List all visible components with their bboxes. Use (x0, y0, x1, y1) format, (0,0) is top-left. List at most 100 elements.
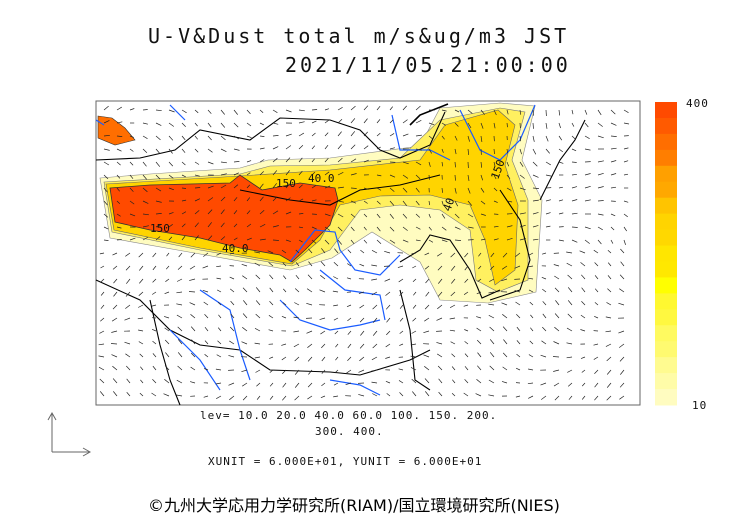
wind-arrow (454, 200, 459, 207)
wind-arrow (554, 275, 560, 280)
wind-arrow (376, 161, 382, 163)
wind-vectors (98, 105, 630, 401)
wind-arrow (515, 395, 521, 398)
wind-arrow (103, 174, 109, 180)
wind-arrow (623, 122, 630, 125)
wind-arrow (502, 252, 508, 258)
wind-arrow (125, 353, 131, 358)
wind-arrow (542, 326, 547, 332)
wind-arrow (477, 278, 482, 282)
wind-arrow (581, 369, 586, 373)
wind-arrow (259, 171, 264, 176)
wind-arrow (194, 148, 199, 153)
colorbar-band (655, 389, 677, 406)
wind-arrow (242, 395, 248, 401)
wind-arrow (437, 353, 443, 358)
wind-arrow (215, 368, 222, 371)
wind-arrow (126, 391, 131, 397)
wind-arrow (272, 109, 278, 113)
wind-arrow (194, 122, 198, 127)
wind-arrow (493, 238, 499, 241)
wind-arrow (259, 109, 264, 113)
wind-arrow (333, 395, 339, 398)
wind-arrow (424, 317, 430, 322)
wind-arrow (441, 161, 444, 167)
wind-arrow (98, 355, 105, 358)
wind-arrow (441, 200, 444, 206)
wind-arrow (528, 277, 534, 280)
wind-arrow (478, 252, 482, 257)
wind-arrow (567, 369, 573, 373)
wind-arrow (618, 302, 625, 306)
wind-arrow (129, 237, 136, 241)
wind-arrow (619, 274, 625, 280)
wind-arrow (100, 278, 105, 283)
wind-arrow (454, 161, 456, 168)
wind-arrow (571, 109, 574, 115)
wind-arrow (194, 210, 200, 215)
wind-arrow (191, 339, 196, 345)
wind-arrow (463, 392, 469, 397)
wind-arrow (571, 186, 578, 189)
wind-arrow (103, 213, 109, 218)
wind-arrow (125, 291, 131, 297)
wind-arrow (532, 174, 539, 178)
wind-arrow (202, 289, 209, 293)
wind-arrow (99, 391, 105, 397)
wind-arrow (489, 278, 495, 282)
wind-arrow (319, 289, 326, 293)
wind-arrow (467, 226, 474, 229)
wind-arrow (545, 161, 551, 166)
wind-arrow (515, 301, 521, 306)
wind-arrow (386, 393, 391, 397)
wind-arrow (554, 395, 560, 401)
wind-arrow (176, 303, 183, 306)
wind-arrow (112, 378, 118, 384)
wind-arrow (623, 239, 626, 246)
wind-arrow (597, 122, 603, 127)
wind-arrow (554, 313, 560, 319)
wind-arrow (142, 135, 148, 140)
wind-arrow (532, 109, 534, 116)
wind-arrow (254, 356, 261, 359)
wind-arrow (98, 366, 105, 371)
wind-arrow (190, 381, 196, 384)
wind-arrow (519, 224, 526, 228)
colorbar-band (655, 325, 677, 342)
wind-arrow (269, 287, 274, 293)
wind-arrow (282, 369, 287, 375)
wind-arrow (532, 187, 539, 189)
wind-arrow (334, 248, 339, 254)
colorbar-band (655, 277, 677, 294)
wind-arrow (139, 353, 144, 358)
wind-arrow (233, 210, 238, 215)
colorbar-band (655, 261, 677, 278)
wind-arrow (140, 366, 144, 371)
wind-arrow (307, 356, 313, 362)
wind-arrow (566, 356, 573, 359)
wind-arrow (363, 145, 369, 150)
wind-arrow (363, 239, 368, 244)
wind-arrow (138, 341, 144, 345)
copyright: ©九州大学応用力学研究所(RIAM)/国立環境研究所(NIES) (148, 496, 560, 515)
wind-arrow (571, 199, 578, 202)
wind-arrow (363, 131, 368, 137)
wind-arrow (371, 356, 378, 361)
wind-arrow (451, 366, 456, 371)
wind-arrow (320, 395, 326, 399)
wind-arrow (480, 122, 484, 129)
colorbar-band (655, 181, 677, 199)
wind-arrow (138, 291, 144, 296)
wind-arrow (229, 395, 235, 401)
vector-units: XUNIT = 6.000E+01, YUNIT = 6.000E+01 (208, 455, 483, 468)
wind-arrow (110, 343, 118, 345)
wind-arrow (324, 120, 329, 124)
wind-arrow (285, 133, 292, 137)
wind-arrow (204, 340, 209, 345)
wind-arrow (103, 148, 110, 151)
wind-arrow (295, 249, 300, 254)
wind-arrow (129, 161, 134, 166)
rivers (95, 104, 536, 396)
wind-arrow (593, 356, 599, 360)
wind-arrow (489, 326, 495, 332)
